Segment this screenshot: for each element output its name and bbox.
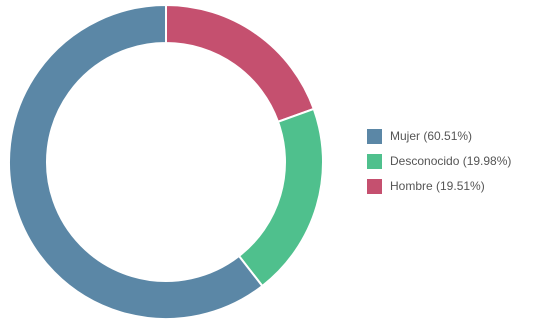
legend-label-hombre: Hombre (19.51%) [390,179,485,193]
legend-item-desconocido[interactable]: Desconocido (19.98%) [367,152,511,170]
legend-swatch-hombre [367,178,382,194]
legend-swatch-mujer [367,128,382,144]
slice-hombre[interactable] [165,3,316,124]
slice-mujer[interactable] [8,3,264,320]
legend-swatch-desconocido [367,153,382,169]
legend-label-desconocido: Desconocido (19.98%) [390,154,512,168]
legend-item-hombre[interactable]: Hombre (19.51%) [367,177,511,195]
slice-desconocido[interactable] [237,107,324,288]
legend-item-mujer[interactable]: Mujer (60.51%) [367,127,511,145]
chart-legend: Mujer (60.51%) Desconocido (19.98%) Homb… [367,127,511,202]
legend-label-mujer: Mujer (60.51%) [390,129,473,143]
